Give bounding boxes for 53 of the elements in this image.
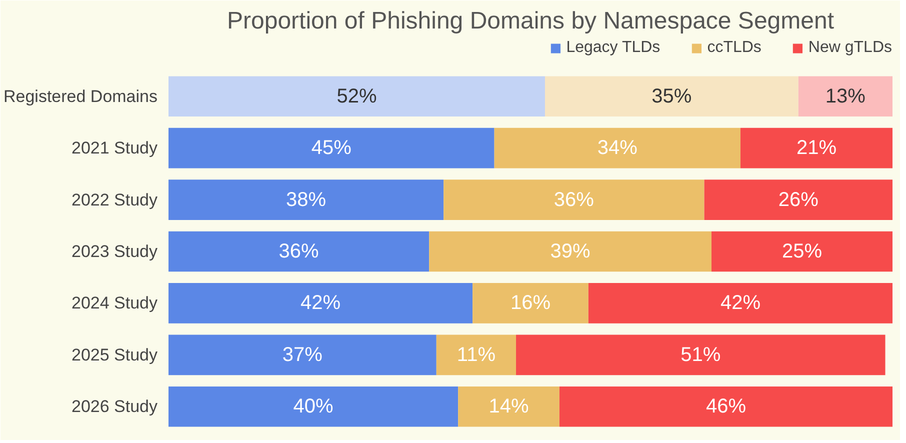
data-label: 51%: [680, 344, 721, 366]
bar: [168, 283, 473, 324]
bar: [712, 231, 892, 272]
y-tick-label: 2024 Study: [71, 294, 158, 313]
bar: [168, 128, 494, 168]
bar: [458, 386, 560, 427]
data-label: 21%: [796, 137, 837, 160]
bar: [516, 334, 886, 376]
bar: [444, 180, 704, 220]
y-tick-label: 2026 Study: [71, 397, 158, 416]
bar: [168, 334, 436, 376]
chart-title: Proportion of Phishing Domains by Namespace Segment: [227, 8, 834, 34]
bar: [588, 283, 892, 324]
bar: [168, 180, 444, 220]
data-label: 40%: [293, 396, 334, 418]
legend-label: New gTLDs: [808, 39, 892, 57]
legend-label: Legacy TLDs: [566, 39, 660, 57]
data-label: 45%: [311, 137, 352, 160]
y-tick-label: Registered Domains: [3, 86, 158, 106]
data-label: 36%: [278, 240, 320, 263]
data-label: 39%: [550, 240, 591, 263]
bar: [740, 128, 892, 168]
data-label: 14%: [488, 396, 530, 418]
bar: [429, 231, 712, 272]
data-label: 46%: [706, 396, 746, 418]
bar: [544, 76, 798, 117]
bar: [472, 283, 588, 324]
y-tick-label: 2023 Study: [71, 242, 158, 262]
bar: [168, 386, 458, 427]
data-label: 35%: [652, 85, 692, 108]
y-tick-label: 2022 Study: [71, 190, 158, 210]
y-tick-label: 2021 Study: [71, 138, 158, 158]
legend-label: ccTLDs: [707, 39, 762, 57]
bar: [168, 231, 430, 272]
data-label: 13%: [825, 85, 866, 108]
bar: [559, 386, 892, 427]
data-label: 38%: [286, 188, 326, 211]
bar: [436, 334, 516, 376]
bar: [494, 128, 740, 168]
data-label: 11%: [456, 344, 496, 366]
data-label: 36%: [554, 188, 594, 211]
data-label: 42%: [300, 292, 341, 314]
data-label: 16%: [510, 292, 551, 314]
bar: [704, 180, 892, 220]
data-label: 26%: [778, 188, 819, 211]
data-label: 34%: [597, 137, 638, 160]
data-label: 42%: [720, 292, 761, 314]
data-label: 52%: [336, 85, 377, 108]
data-label: 37%: [282, 344, 323, 366]
bar: [798, 76, 892, 117]
bar: [168, 76, 545, 117]
data-label: 25%: [782, 240, 822, 263]
y-tick-label: 2025 Study: [71, 345, 158, 364]
